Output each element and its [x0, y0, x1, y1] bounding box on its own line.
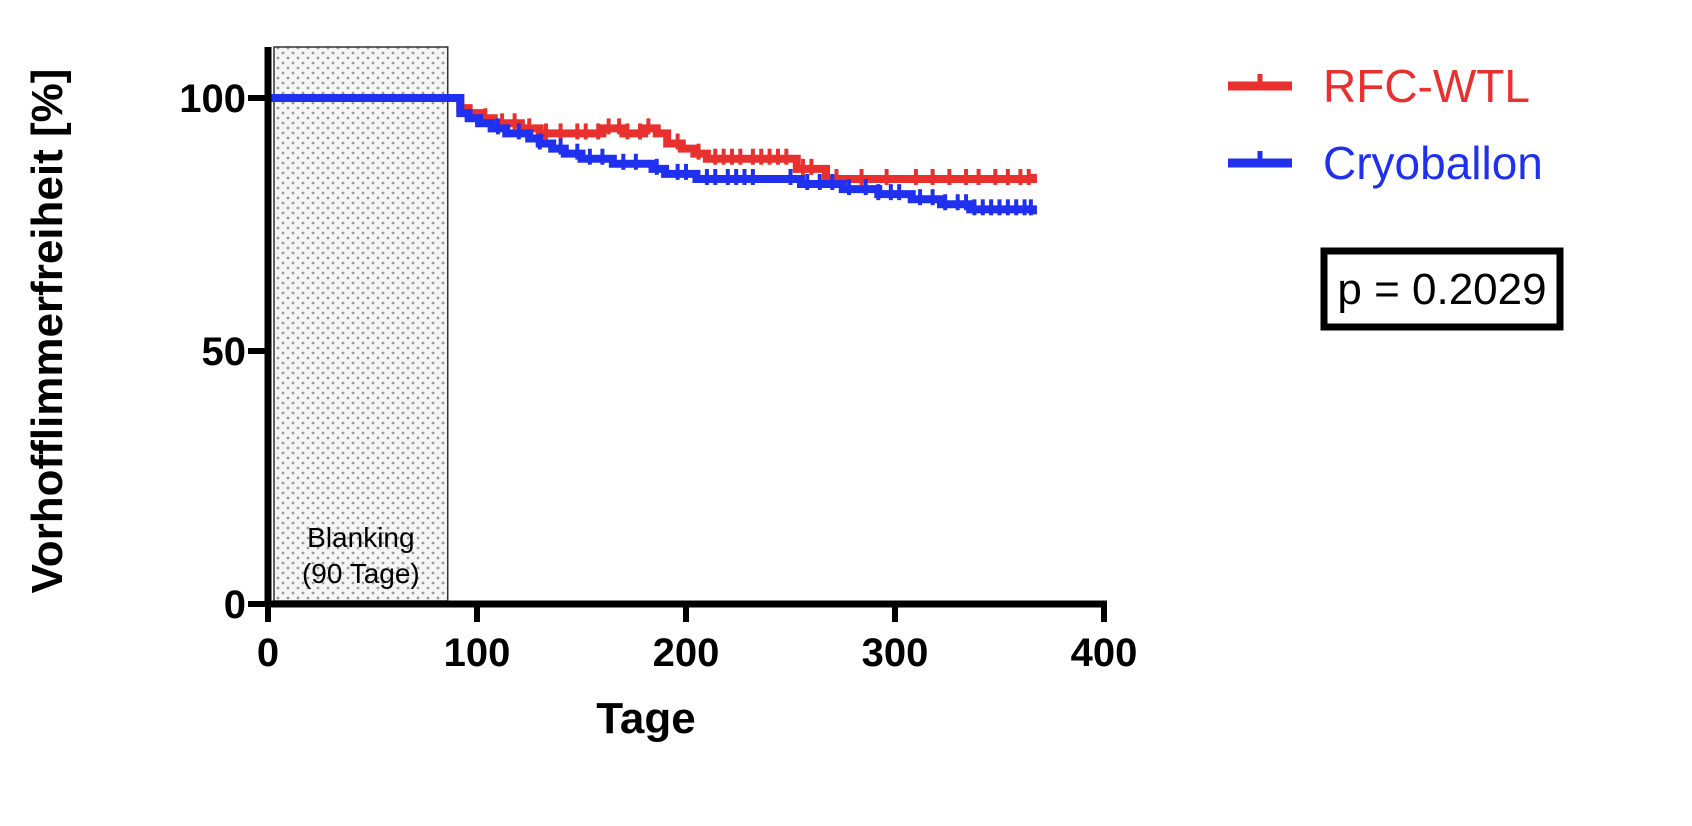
- y-tick-label: 0: [224, 583, 246, 627]
- series-layer: [268, 94, 1037, 216]
- y-tick-label: 100: [179, 77, 246, 121]
- blanking-label-line1: Blanking: [307, 522, 414, 553]
- p-value-text: p = 0.2029: [1337, 265, 1546, 314]
- x-tick-label: 200: [653, 631, 720, 675]
- x-tick-label: 0: [257, 631, 279, 675]
- p-value-box: [1320, 247, 1564, 331]
- legend: RFC-WTL Cryoballon: [1228, 60, 1543, 189]
- ticks-layer: 0 100 200 300 400 0 50 100: [179, 77, 1137, 675]
- blanking-label-line2: (90 Tage): [302, 558, 420, 589]
- x-tick-label: 400: [1071, 631, 1138, 675]
- legend-label-cryoballon: Cryoballon: [1323, 137, 1543, 189]
- x-tick-label: 100: [444, 631, 511, 675]
- y-axis-title: Vorhofflimmerfreiheit [%]: [23, 69, 72, 594]
- series-rfc-wtl: [268, 94, 1037, 185]
- y-tick-label: 50: [202, 330, 247, 374]
- x-tick-label: 300: [862, 631, 929, 675]
- x-axis-title: Tage: [596, 694, 695, 743]
- series-cryoballon: [268, 94, 1037, 216]
- legend-label-rfc-wtl: RFC-WTL: [1323, 60, 1530, 112]
- blanking-region: [273, 46, 449, 602]
- series-line-cryoballon: [268, 94, 1037, 215]
